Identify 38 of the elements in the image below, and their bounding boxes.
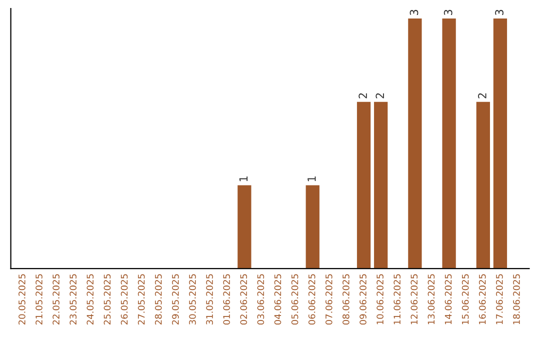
data-label: 3 <box>444 10 452 15</box>
x-tick-label: 29.05.2025 <box>172 274 179 324</box>
x-tick-label: 22.05.2025 <box>52 274 60 324</box>
x-tick-label: 21.05.2025 <box>36 274 42 324</box>
x-tick-label: 10.06.2025 <box>376 274 384 324</box>
x-tick-label: 11.06.2025 <box>394 274 401 324</box>
x-tick-label: 31.05.2025 <box>206 274 213 324</box>
x-tick-label: 13.06.2025 <box>428 274 435 324</box>
x-tick-label: 02.06.2025 <box>240 274 248 325</box>
x-tick-label: 24.05.2025 <box>86 274 94 324</box>
data-label: 1 <box>239 176 248 182</box>
data-label: 1 <box>308 176 316 182</box>
x-tick-label: 20.05.2025 <box>18 274 26 324</box>
x-tick-label: 18.06.2025 <box>513 274 520 324</box>
x-tick-label: 12.06.2025 <box>410 274 418 324</box>
x-tick-label: 14.06.2025 <box>444 274 452 324</box>
x-tick-label: 05.06.2025 <box>291 274 298 325</box>
x-tick-label: 09.06.2025 <box>360 274 366 325</box>
data-label: 2 <box>478 93 486 98</box>
x-tick-label: 16.06.2025 <box>478 274 486 324</box>
x-tick-label: 01.06.2025 <box>223 274 230 325</box>
x-tick-label: 28.05.2025 <box>154 274 162 324</box>
x-tick-label: 23.05.2025 <box>70 274 77 324</box>
x-tick-label: 17.06.2025 <box>496 274 503 324</box>
x-tick-label: 15.06.2025 <box>462 274 469 324</box>
x-tick-label: 06.06.2025 <box>308 274 316 325</box>
x-tick-label: 08.06.2025 <box>342 274 350 325</box>
data-label: 2 <box>376 93 384 98</box>
x-tick-label: 07.06.2025 <box>325 274 332 325</box>
x-tick-label: 25.05.2025 <box>104 274 111 324</box>
x-tick-label: 03.06.2025 <box>257 274 264 325</box>
data-label: 3 <box>495 10 504 15</box>
x-tick-label: 26.05.2025 <box>120 274 128 324</box>
x-tick-label: 27.05.2025 <box>138 274 145 324</box>
data-label: 3 <box>410 10 418 15</box>
x-tick-label: 04.06.2025 <box>274 274 282 325</box>
x-tick-label: 30.05.2025 <box>189 274 196 324</box>
data-label: 2 <box>358 93 367 98</box>
